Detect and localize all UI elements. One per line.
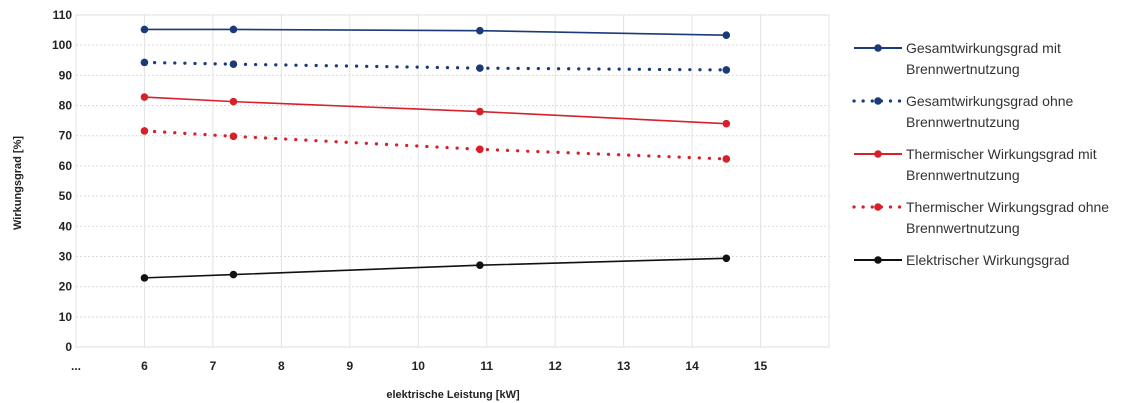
- data-point: [140, 93, 149, 101]
- data-point: [229, 270, 238, 279]
- series-line: [144, 28, 727, 37]
- legend-label: Elektrischer Wirkungsgrad: [906, 252, 1070, 268]
- x-tick-label: 8: [278, 359, 285, 373]
- y-tick-label: 100: [52, 38, 72, 52]
- data-point: [722, 119, 731, 128]
- data-point: [140, 127, 149, 135]
- legend-label: Gesamtwirkungsgrad ohne Brennwertnutzung: [906, 93, 1074, 130]
- grid: [75, 14, 830, 348]
- x-tick-label: 12: [549, 359, 563, 373]
- series-1: [140, 25, 731, 40]
- data-point: [229, 60, 238, 68]
- series-3: [140, 93, 731, 128]
- y-tick-label: 40: [59, 219, 73, 233]
- legend-swatch: [854, 256, 902, 264]
- legend-item: Gesamtwirkungsgrad mit Brennwertnutzung: [852, 38, 1142, 91]
- data-point: [229, 132, 238, 141]
- legend-item: Elektrischer Wirkungsgrad: [852, 250, 1142, 303]
- legend-swatch: [852, 97, 904, 105]
- legend: Gesamtwirkungsgrad mit Brennwertnutzung G…: [852, 38, 1142, 303]
- series-group: [140, 25, 731, 282]
- y-axis-title: Wirkungsgrad [%]: [12, 136, 24, 230]
- y-tick-label: 80: [59, 99, 73, 113]
- x-tick-label: 11: [480, 359, 493, 373]
- y-tick-label: 70: [59, 129, 73, 143]
- plot-frame: [75, 14, 830, 348]
- legend-item: Thermischer Wirkungsgrad ohne Brennwertn…: [852, 197, 1142, 250]
- data-point: [229, 25, 238, 34]
- x-axis-ticks: ... 6 7 8 9 10 11 12 13 14 15: [71, 359, 768, 373]
- data-point: [722, 254, 731, 263]
- x-tick-label: 7: [210, 359, 217, 373]
- series-2: [140, 58, 731, 74]
- x-axis-title: elektrische Leistung [kW]: [386, 389, 520, 401]
- y-tick-label: 30: [59, 249, 73, 263]
- legend-label: Gesamtwirkungsgrad mit Brennwertnutzung: [906, 40, 1061, 77]
- data-point: [722, 155, 731, 163]
- y-tick-label: 10: [59, 310, 73, 324]
- data-point: [476, 26, 484, 35]
- data-point: [722, 66, 731, 74]
- legend-swatch: [854, 44, 902, 52]
- series-5: [140, 254, 731, 282]
- y-tick-label: 50: [59, 189, 73, 203]
- legend-swatch: [852, 203, 904, 211]
- series-4: [140, 127, 731, 163]
- legend-item: Gesamtwirkungsgrad ohne Brennwertnutzung: [852, 91, 1142, 144]
- y-tick-label: 90: [59, 68, 73, 82]
- x-tick-label: 10: [412, 359, 426, 373]
- legend-label: Thermischer Wirkungsgrad mit Brennwertnu…: [906, 146, 1097, 183]
- data-point: [476, 261, 484, 270]
- data-point: [476, 145, 484, 154]
- x-tick-label: 9: [346, 359, 353, 373]
- series-line: [142, 60, 728, 72]
- x-tick-label: 14: [685, 359, 699, 373]
- y-tick-label: 20: [59, 280, 73, 294]
- series-line: [144, 257, 727, 279]
- legend-swatch: [854, 150, 902, 158]
- series-line: [144, 96, 727, 125]
- y-axis-ticks: 0 10 20 30 40 50 60 70 80 90 100 110: [52, 8, 72, 354]
- data-point: [140, 58, 149, 67]
- x-tick-label: 6: [141, 359, 148, 373]
- x-tick-label: 15: [754, 359, 768, 373]
- data-point: [140, 274, 149, 282]
- legend-item: Thermischer Wirkungsgrad mit Brennwertnu…: [852, 144, 1142, 197]
- data-point: [476, 107, 484, 116]
- y-tick-label: 60: [59, 159, 73, 173]
- x-tick-label: ...: [71, 359, 81, 373]
- data-point: [140, 25, 149, 34]
- data-point: [229, 97, 238, 106]
- y-tick-label: 0: [65, 340, 72, 354]
- data-point: [722, 31, 731, 40]
- y-tick-label: 110: [53, 8, 73, 22]
- data-point: [476, 64, 484, 72]
- series-line: [142, 129, 728, 161]
- x-tick-label: 13: [617, 359, 631, 373]
- legend-label: Thermischer Wirkungsgrad ohne Brennwertn…: [906, 199, 1110, 236]
